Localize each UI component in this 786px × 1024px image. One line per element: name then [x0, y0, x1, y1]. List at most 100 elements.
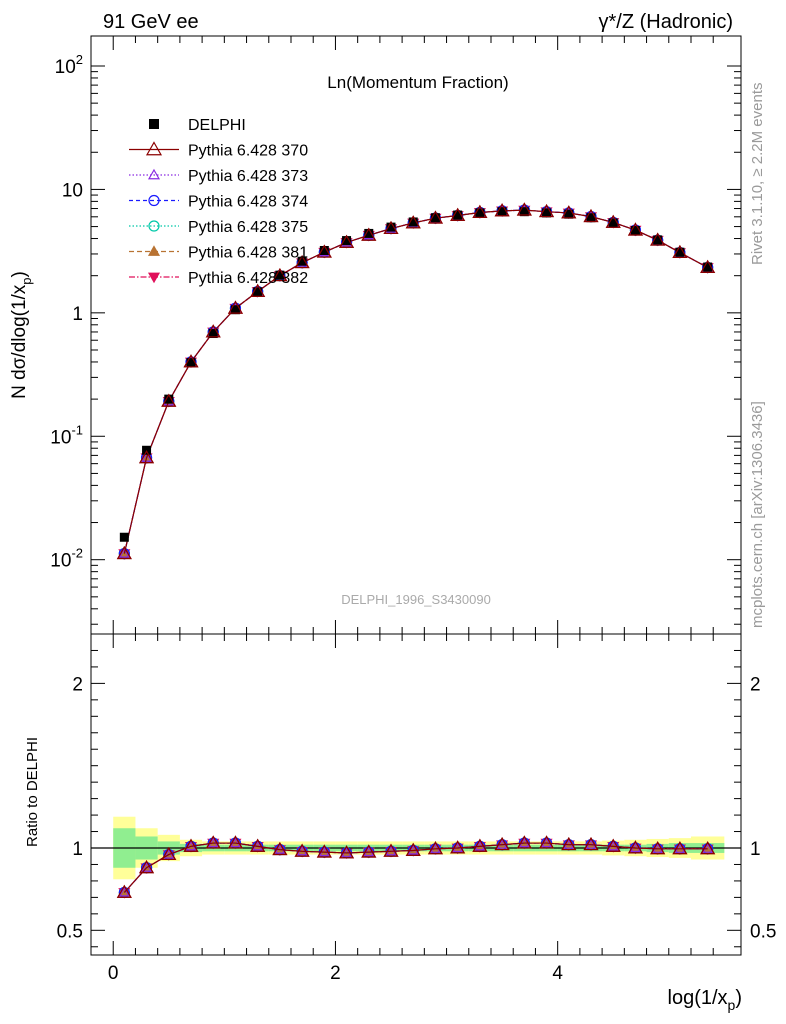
- legend-item: Pythia 6.428 374: [129, 194, 308, 211]
- data-point-marker: [297, 256, 307, 266]
- data-point-marker: [450, 207, 466, 221]
- data-point-marker: [427, 841, 443, 855]
- data-point-marker: [316, 244, 332, 258]
- data-point-marker: [116, 545, 132, 560]
- data-point-marker: [405, 842, 421, 856]
- ratio-y-tick-label-right: 2: [750, 674, 761, 695]
- data-point-marker: [149, 119, 159, 129]
- x-tick-label: 4: [552, 963, 563, 984]
- data-point-marker: [627, 222, 643, 236]
- data-point-marker: [145, 141, 163, 156]
- data-point-marker: [703, 262, 713, 272]
- data-point-marker: [147, 272, 161, 284]
- side-text-bottom: mcplots.cern.ch [arXiv:1306.3436]: [749, 401, 766, 628]
- x-tick-label: 0: [108, 963, 119, 984]
- legend-label: Pythia 6.428 375: [188, 219, 308, 236]
- data-point-marker: [319, 245, 329, 255]
- data-point-marker: [700, 841, 716, 855]
- data-point-marker: [118, 886, 130, 897]
- data-point-marker: [519, 207, 529, 217]
- ratio-panel-marks: [91, 816, 741, 899]
- data-point-marker: [653, 235, 663, 245]
- data-point-marker: [183, 354, 199, 368]
- data-point-marker: [147, 245, 161, 256]
- header-left-title: 91 GeV ee: [103, 11, 199, 33]
- data-point-marker: [161, 393, 177, 407]
- main-panel: 10-2 10-1 1 10 102 Ln(Momentum Fraction) DEL…: [9, 35, 742, 635]
- data-point-marker: [542, 208, 552, 218]
- ratio-y-tick-label: 0.5: [57, 921, 83, 942]
- data-point-marker: [205, 835, 221, 849]
- data-point-marker: [116, 884, 132, 898]
- data-point-marker: [275, 270, 285, 280]
- data-point-marker: [383, 843, 399, 857]
- data-point-marker: [183, 838, 199, 852]
- data-point-marker: [516, 835, 532, 849]
- x-axis-label: log(1/xp): [668, 987, 743, 1013]
- data-point-marker: [118, 547, 130, 558]
- data-point-marker: [139, 860, 155, 874]
- data-point-marker: [516, 202, 532, 216]
- main-panel-axes: 10-2 10-1 1 10 102: [50, 36, 741, 634]
- data-point-marker: [208, 329, 218, 339]
- data-point-marker: [386, 222, 396, 232]
- data-point-marker: [650, 232, 666, 246]
- data-point-marker: [497, 207, 507, 217]
- data-point-marker: [472, 838, 488, 852]
- data-point-marker: [383, 220, 399, 235]
- data-point-marker: [272, 267, 288, 282]
- data-point-marker: [294, 843, 310, 857]
- data-point-marker: [605, 214, 621, 228]
- data-point-marker: [605, 838, 621, 852]
- data-point-marker: [227, 835, 243, 849]
- y-tick-label: 102: [55, 52, 83, 78]
- side-text-top: Rivet 3.1.10, ≥ 2.2M events: [749, 83, 766, 266]
- data-point-marker: [148, 220, 160, 232]
- data-point-marker: [627, 840, 643, 854]
- data-point-marker: [119, 532, 129, 542]
- data-point-marker: [608, 218, 618, 228]
- legend-label: DELPHI: [188, 117, 246, 134]
- data-point-marker: [253, 287, 263, 297]
- data-point-marker: [450, 840, 466, 854]
- data-point-marker: [147, 168, 161, 180]
- ratio-y-tick-label-right: 1: [750, 839, 761, 860]
- data-point-marker: [294, 254, 310, 269]
- data-point-marker: [453, 210, 463, 220]
- data-point-marker: [164, 394, 174, 404]
- legend-item: Pythia 6.428 373: [129, 168, 308, 185]
- data-point-marker: [272, 841, 288, 856]
- data-point-marker: [650, 841, 666, 855]
- legend-label: Pythia 6.428 370: [188, 143, 308, 160]
- data-point-marker: [405, 215, 421, 229]
- data-point-marker: [141, 452, 153, 462]
- data-point-marker: [161, 846, 177, 861]
- main-chart-title: Ln(Momentum Fraction): [327, 73, 508, 92]
- series-pythia-6-428-370-overlay: [116, 202, 716, 560]
- data-point-marker: [364, 228, 374, 238]
- data-point-marker: [186, 358, 196, 368]
- legend-item: Pythia 6.428 370: [129, 141, 308, 160]
- data-point-marker: [205, 324, 221, 338]
- ratio-y-tick-label-right: 0.5: [750, 921, 776, 942]
- legend: DELPHI Pythia 6.428 370 Pythia 6.428 373 Py…: [129, 117, 308, 287]
- data-point-marker: [408, 217, 418, 227]
- data-point-marker: [564, 209, 574, 219]
- legend-item: Pythia 6.428 381: [129, 245, 308, 262]
- y-tick-label: 10-1: [50, 422, 83, 448]
- data-point-marker: [250, 283, 266, 297]
- legend-item: Pythia 6.428 375: [129, 219, 308, 236]
- ratio-line: [123, 842, 708, 893]
- data-point-marker: [539, 835, 555, 849]
- legend-item: DELPHI: [149, 117, 246, 134]
- main-panel-marks: [116, 202, 716, 560]
- legend-label: Pythia 6.428 374: [188, 194, 308, 211]
- data-point-marker: [316, 844, 332, 858]
- header-right-title: γ*/Z (Hadronic): [599, 11, 733, 33]
- ratio-panel-axes: 0.5 0.5 1 1 2 2 0 2 4: [57, 634, 776, 984]
- data-point-marker: [675, 247, 685, 257]
- y-tick-label: 10: [62, 180, 83, 201]
- data-point-marker: [230, 305, 240, 315]
- watermark-label: DELPHI_1996_S3430090: [341, 592, 491, 607]
- data-point-marker: [148, 194, 160, 207]
